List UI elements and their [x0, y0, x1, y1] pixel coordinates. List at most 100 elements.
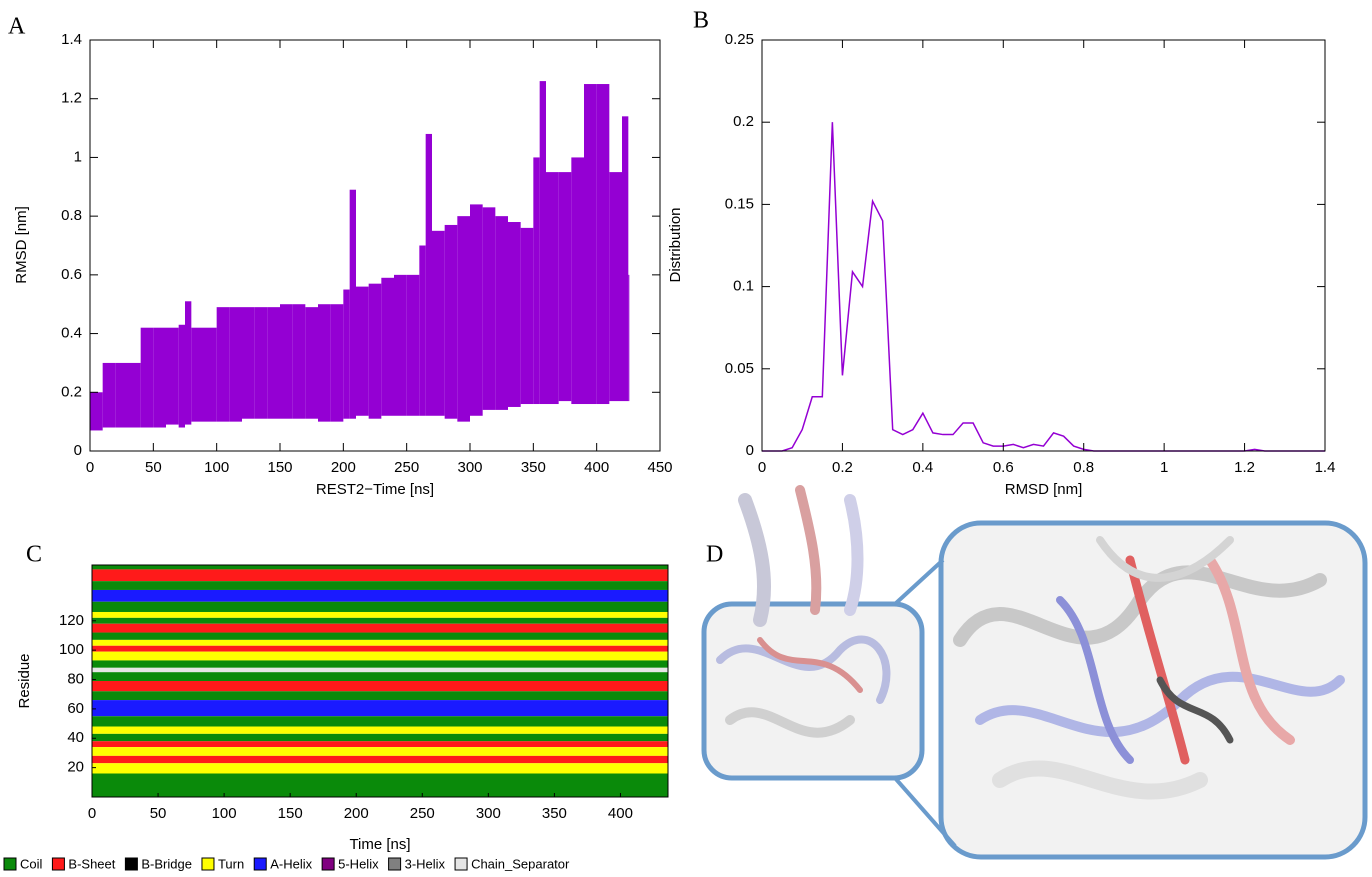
y-tick-label: 0.1 — [733, 278, 754, 295]
y-tick-label: 20 — [67, 759, 84, 776]
y-tick-label: 80 — [67, 671, 84, 688]
y-tick-label: 0.2 — [733, 113, 754, 130]
panel-label: A — [8, 14, 26, 40]
structure-band — [92, 565, 668, 570]
rmsd-range — [191, 327, 204, 422]
x-tick-label: 150 — [267, 459, 292, 476]
plot-frame — [91, 564, 669, 798]
panel-label: C — [26, 542, 42, 568]
rmsd-range — [185, 301, 192, 425]
legend-swatch — [201, 857, 215, 871]
structure-band — [92, 581, 668, 590]
structure-band — [92, 645, 668, 652]
rmsd-range — [318, 304, 331, 422]
x-axis-label: Time [ns] — [349, 836, 410, 853]
legend-label: A-Helix — [270, 856, 312, 871]
x-tick-label: 100 — [212, 805, 237, 822]
x-tick-label: 100 — [204, 459, 229, 476]
rmsd-range — [425, 133, 432, 416]
rmsd-range — [356, 286, 369, 416]
x-tick-label: 0.2 — [832, 459, 853, 476]
rmsd-range — [622, 116, 629, 402]
y-tick-label: 0 — [74, 442, 82, 459]
structure-illustration: D — [701, 485, 1368, 860]
x-tick-label: 150 — [278, 805, 303, 822]
y-tick-label: 1.4 — [61, 31, 82, 48]
x-tick-label: 250 — [410, 805, 435, 822]
legend-label: B-Sheet — [68, 856, 115, 871]
structure-band — [92, 601, 668, 612]
x-tick-label: 50 — [150, 805, 167, 822]
rmsd-range — [609, 172, 622, 402]
rmsd-range — [482, 207, 496, 410]
structure-band — [92, 632, 668, 640]
panel-label: D — [706, 542, 723, 568]
y-axis-label: Residue — [16, 653, 33, 708]
rmsd-range — [457, 216, 470, 422]
legend-swatch — [454, 857, 468, 871]
rmsd-range — [140, 327, 154, 428]
y-tick-label: 40 — [67, 729, 84, 746]
panel-label: B — [693, 8, 709, 34]
legend-label: 5-Helix — [338, 856, 379, 871]
x-tick-label: 300 — [476, 805, 501, 822]
y-tick-label: 100 — [59, 641, 84, 658]
structure-band — [92, 747, 668, 756]
rmsd-range — [115, 362, 128, 428]
rmsd-range — [102, 362, 116, 428]
y-tick-label: 120 — [59, 612, 84, 629]
x-tick-label: 1.2 — [1234, 459, 1255, 476]
structure-band — [92, 700, 668, 717]
rmsd-range — [546, 172, 559, 405]
structure-band — [92, 672, 668, 681]
legend-label: Turn — [218, 856, 244, 871]
rmsd-range — [495, 216, 508, 410]
rmsd-range — [90, 392, 103, 431]
x-tick-label: 0 — [88, 805, 96, 822]
y-tick-label: 0.25 — [725, 31, 754, 48]
y-tick-label: 0 — [746, 442, 754, 459]
rmsd-range — [628, 274, 630, 402]
rmsd-range — [267, 307, 280, 419]
structure-band — [92, 617, 668, 624]
rmsd-range — [166, 327, 179, 425]
y-tick-label: 0.05 — [725, 360, 754, 377]
y-tick-label: 60 — [67, 700, 84, 717]
structure-band — [92, 651, 668, 661]
rmsd-range — [508, 222, 521, 407]
rmsd-range — [432, 230, 445, 416]
rmsd-range — [444, 224, 458, 419]
legend-label: Coil — [20, 856, 43, 871]
legend-label: 3-Helix — [405, 856, 446, 871]
rmsd-range — [368, 283, 382, 419]
rmsd-range — [343, 289, 350, 419]
x-tick-label: 350 — [521, 459, 546, 476]
rmsd-range — [470, 204, 483, 416]
rmsd-range — [330, 304, 344, 422]
x-tick-label: 1 — [1160, 459, 1168, 476]
rmsd-range — [533, 157, 540, 405]
rmsd-range — [406, 274, 420, 416]
x-tick-label: 0 — [86, 459, 94, 476]
plot-frame — [89, 39, 661, 452]
structure-band — [92, 667, 668, 673]
rmsd-range — [229, 307, 242, 422]
structure-band — [92, 716, 668, 727]
rmsd-range — [204, 327, 217, 422]
x-tick-label: 400 — [608, 805, 633, 822]
rmsd-range — [539, 81, 546, 405]
rmsd-range — [381, 277, 394, 416]
rmsd-range — [242, 307, 255, 419]
y-tick-label: 0.6 — [61, 266, 82, 283]
structure-band — [92, 681, 668, 692]
structure-band — [92, 589, 668, 602]
x-tick-label: 450 — [647, 459, 672, 476]
legend-swatch — [321, 857, 335, 871]
y-tick-label: 0.15 — [725, 195, 754, 212]
y-axis-label: RMSD [nm] — [13, 206, 30, 284]
x-tick-label: 250 — [394, 459, 419, 476]
structure-band — [92, 611, 668, 618]
legend-label: Chain_Separator — [471, 856, 570, 871]
structure-band — [92, 763, 668, 774]
